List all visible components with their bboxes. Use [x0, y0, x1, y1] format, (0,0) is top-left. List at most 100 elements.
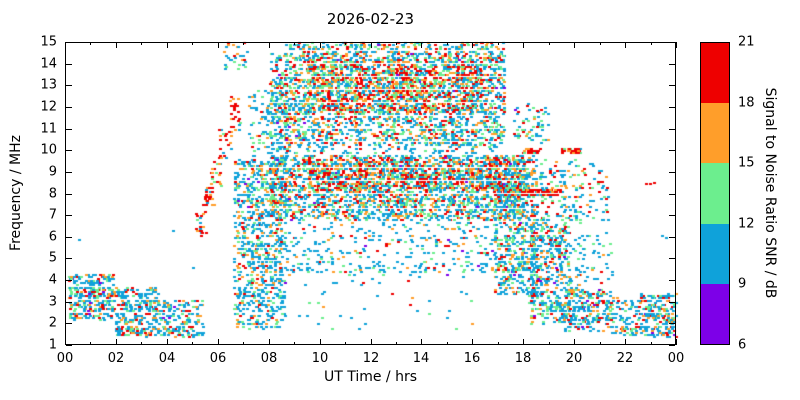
x-tick-label: 00 [56, 351, 74, 366]
x-tick-mark [116, 339, 117, 345]
x-tick-label: 12 [362, 351, 380, 366]
x-minor-tick-mark [294, 42, 295, 45]
y-tick-mark [669, 237, 675, 238]
y-tick-mark [669, 42, 675, 43]
x-tick-mark [676, 339, 677, 345]
x-tick-mark [625, 42, 626, 48]
y-tick-label: 6 [48, 229, 57, 245]
x-tick-mark [421, 339, 422, 345]
x-tick-mark [167, 339, 168, 345]
y-tick-mark [669, 129, 675, 130]
x-tick-label: 08 [260, 351, 278, 366]
x-axis-label: UT Time / hrs [323, 369, 418, 385]
x-tick-mark [320, 339, 321, 345]
x-minor-tick-mark [345, 42, 346, 45]
x-tick-label: 02 [107, 351, 125, 366]
y-tick-mark [66, 215, 72, 216]
y-tick-mark [66, 237, 72, 238]
y-tick-mark [669, 345, 675, 346]
y-tick-mark [66, 172, 72, 173]
y-tick-mark [669, 85, 675, 86]
x-minor-tick-mark [447, 42, 448, 45]
y-tick-label: 5 [48, 250, 57, 266]
y-tick-label: 2 [48, 315, 57, 331]
colorbar-tick-label: 21 [738, 34, 755, 50]
x-tick-mark [574, 339, 575, 345]
colorbar-segment [701, 103, 729, 164]
x-tick-label: 20 [565, 351, 583, 366]
x-tick-mark [116, 42, 117, 48]
y-tick-mark [66, 107, 72, 108]
x-minor-tick-mark [447, 342, 448, 345]
y-tick-mark [669, 215, 675, 216]
y-tick-mark [66, 280, 72, 281]
y-tick-mark [66, 194, 72, 195]
y-tick-label: 12 [40, 99, 57, 115]
x-tick-mark [320, 42, 321, 48]
colorbar-segment [701, 163, 729, 224]
colorbar-label: Signal to Noise Ratio SNR / dB [762, 87, 778, 299]
y-tick-mark [66, 150, 72, 151]
x-minor-tick-mark [396, 342, 397, 345]
x-tick-mark [574, 42, 575, 48]
y-tick-label: 15 [40, 34, 57, 50]
y-tick-label: 7 [48, 207, 57, 223]
x-tick-label: 18 [514, 351, 532, 366]
x-minor-tick-mark [600, 342, 601, 345]
y-tick-label: 14 [40, 56, 57, 72]
x-minor-tick-mark [90, 342, 91, 345]
x-tick-label: 10 [311, 351, 329, 366]
x-tick-mark [676, 42, 677, 48]
y-tick-mark [66, 129, 72, 130]
y-tick-label: 3 [48, 294, 57, 310]
x-tick-mark [269, 42, 270, 48]
y-tick-mark [669, 280, 675, 281]
y-tick-label: 1 [48, 337, 57, 353]
x-minor-tick-mark [651, 42, 652, 45]
y-tick-mark [66, 345, 72, 346]
y-tick-mark [66, 323, 72, 324]
x-minor-tick-mark [345, 342, 346, 345]
y-tick-label: 13 [40, 77, 57, 93]
x-minor-tick-mark [498, 42, 499, 45]
x-minor-tick-mark [600, 42, 601, 45]
x-tick-mark [523, 339, 524, 345]
y-tick-mark [669, 323, 675, 324]
x-minor-tick-mark [396, 42, 397, 45]
x-minor-tick-mark [141, 342, 142, 345]
y-tick-mark [66, 302, 72, 303]
y-tick-mark [669, 194, 675, 195]
colorbar-tick-label: 9 [738, 276, 747, 292]
y-tick-mark [669, 64, 675, 65]
y-tick-mark [669, 107, 675, 108]
x-minor-tick-mark [192, 42, 193, 45]
x-minor-tick-mark [651, 342, 652, 345]
x-minor-tick-mark [243, 342, 244, 345]
y-tick-mark [669, 150, 675, 151]
x-tick-mark [167, 42, 168, 48]
x-tick-label: 14 [412, 351, 430, 366]
y-tick-mark [669, 258, 675, 259]
x-minor-tick-mark [549, 42, 550, 45]
x-tick-mark [472, 42, 473, 48]
x-tick-label: 16 [463, 351, 481, 366]
y-tick-mark [66, 42, 72, 43]
y-tick-label: 11 [40, 121, 57, 137]
colorbar-tick-label: 18 [738, 95, 755, 111]
colorbar-segment [701, 283, 729, 345]
x-tick-mark [65, 42, 66, 48]
x-minor-tick-mark [141, 42, 142, 45]
x-minor-tick-mark [243, 42, 244, 45]
x-tick-mark [625, 339, 626, 345]
y-tick-label: 9 [48, 164, 57, 180]
x-tick-mark [218, 42, 219, 48]
x-tick-mark [472, 339, 473, 345]
x-tick-mark [523, 42, 524, 48]
colorbar-segment [701, 223, 729, 284]
x-tick-label: 06 [209, 351, 227, 366]
y-tick-label: 4 [48, 272, 57, 288]
y-tick-label: 10 [40, 142, 57, 158]
colorbar-tick-label: 12 [738, 216, 755, 232]
